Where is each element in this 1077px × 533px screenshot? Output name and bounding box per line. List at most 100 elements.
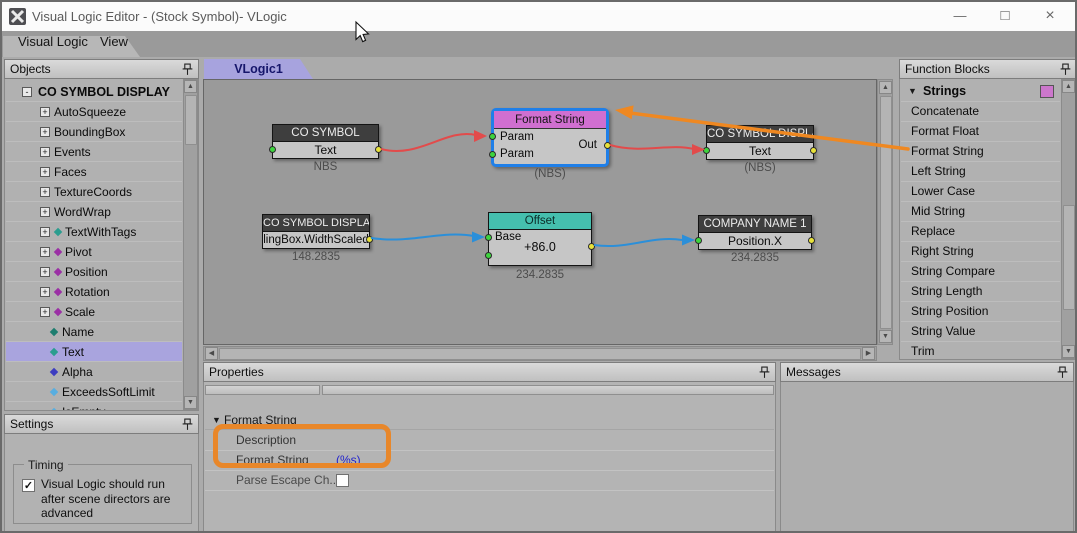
tree-item-exceedssoftlimit[interactable]: ExceedsSoftLimit [6,382,182,402]
menu-view[interactable]: View [100,34,128,49]
input-port[interactable] [489,133,496,140]
scroll-thumb[interactable] [219,348,861,360]
function-item-string-length[interactable]: String Length [901,282,1060,302]
expander-icon[interactable]: + [40,247,50,257]
menu-visual-logic[interactable]: Visual Logic [18,34,88,49]
scroll-up-icon[interactable]: ▲ [184,80,197,93]
pin-icon[interactable] [181,418,194,431]
tree-item-events[interactable]: + Events [6,142,182,162]
output-port[interactable] [810,147,817,154]
maximize-button[interactable]: □ [1000,7,1010,24]
expander-icon[interactable]: + [40,287,50,297]
expander-icon[interactable]: + [40,227,50,237]
tree-item-pivot[interactable]: + Pivot [6,242,182,262]
expander-icon[interactable]: + [40,207,50,217]
function-item-mid-string[interactable]: Mid String [901,202,1060,222]
input-port[interactable] [703,147,710,154]
tree-item-alpha[interactable]: Alpha [6,362,182,382]
collapse-arrow-icon[interactable]: ▼ [212,415,221,425]
scroll-thumb[interactable] [880,96,892,329]
node-co-symbol-display[interactable]: CO SYMBOL DISPLAY Text [703,125,817,160]
tree-item-isempty[interactable]: IsEmpty [6,402,182,410]
tree-item-textwithtags[interactable]: + TextWithTags [6,222,182,242]
tree-item-boundingbox[interactable]: + BoundingBox [6,122,182,142]
property-value-column-header[interactable] [322,385,774,395]
output-port[interactable] [375,146,382,153]
expander-icon[interactable]: + [40,127,50,137]
property-row-description[interactable]: Description [205,431,774,451]
function-item-format-float[interactable]: Format Float [901,122,1060,142]
input-port[interactable] [269,146,276,153]
tree-item-scale[interactable]: + Scale [6,302,182,322]
scroll-up-icon[interactable]: ▲ [879,81,892,94]
tree-item-wordwrap[interactable]: + WordWrap [6,202,182,222]
pin-icon[interactable] [1056,366,1069,379]
node-co-symbol-display-width[interactable]: CO SYMBOL DISPLAY lingBox.WidthScaled [262,214,373,249]
function-item-concatenate[interactable]: Concatenate [901,102,1060,122]
function-item-string-compare[interactable]: String Compare [901,262,1060,282]
expander-icon[interactable]: + [40,267,50,277]
expander-icon[interactable]: + [40,107,50,117]
tree-item-texturecoords[interactable]: + TextureCoords [6,182,182,202]
property-row-parse-escape[interactable]: Parse Escape Ch... [205,471,774,491]
title-bar[interactable]: Visual Logic Editor - (Stock Symbol)- VL… [2,2,1075,31]
property-group-format-string[interactable]: ▼ Format String [205,411,774,430]
function-blocks-scrollbar[interactable]: ▲ ▼ [1061,79,1075,359]
expander-icon[interactable]: + [40,187,50,197]
scroll-thumb[interactable] [185,95,197,145]
input-port[interactable] [485,234,492,241]
input-port[interactable] [485,252,492,259]
expander-icon[interactable]: + [40,147,50,157]
pin-icon[interactable] [1059,63,1072,76]
node-offset[interactable]: Offset Base +86.0 [485,212,595,266]
canvas-vscrollbar[interactable]: ▲ ▼ [877,79,893,345]
node-company-name-1[interactable]: COMPANY NAME 1 Position.X [695,215,815,250]
parse-escape-checkbox[interactable] [336,474,349,487]
output-port[interactable] [604,142,611,149]
function-item-left-string[interactable]: Left String [901,162,1060,182]
input-port[interactable] [489,151,496,158]
property-name-column-header[interactable] [205,385,320,395]
run-after-checkbox[interactable]: ✓ [22,479,35,492]
function-item-lower-case[interactable]: Lower Case [901,182,1060,202]
function-item-string-value[interactable]: String Value [901,322,1060,342]
function-item-right-string[interactable]: Right String [901,242,1060,262]
function-item-format-string[interactable]: Format String [901,142,1060,162]
tree-item-faces[interactable]: + Faces [6,162,182,182]
collapse-arrow-icon[interactable]: ▼ [908,86,917,96]
tab-vlogic1[interactable]: VLogic1 [204,59,313,79]
function-item-string-position[interactable]: String Position [901,302,1060,322]
expander-icon[interactable]: + [40,307,50,317]
node-co-symbol[interactable]: CO SYMBOL Text [269,124,382,159]
tree-item-text-selected[interactable]: Text [6,342,182,362]
tree-item-name[interactable]: Name [6,322,182,342]
pin-icon[interactable] [181,63,194,76]
scroll-down-icon[interactable]: ▼ [1062,345,1075,358]
node-format-string[interactable]: Format String Param Param Out [489,108,611,167]
objects-scrollbar[interactable]: ▲ ▼ [183,79,198,410]
expander-icon[interactable]: + [40,167,50,177]
minimize-button[interactable]: — [953,8,967,23]
function-item-replace[interactable]: Replace [901,222,1060,242]
output-port[interactable] [366,236,373,243]
scroll-down-icon[interactable]: ▼ [879,330,892,343]
category-strings[interactable]: ▼ Strings [901,82,1060,102]
pin-icon[interactable] [758,366,771,379]
scroll-right-icon[interactable]: ▶ [862,347,875,360]
node-graph-canvas[interactable]: CO SYMBOL Text NBS Format String Param P… [203,79,877,345]
tree-item-co-symbol-display[interactable]: - CO SYMBOL DISPLAY [6,82,182,102]
tree-item-rotation[interactable]: + Rotation [6,282,182,302]
scroll-up-icon[interactable]: ▲ [1062,80,1075,93]
scroll-down-icon[interactable]: ▼ [184,396,197,409]
close-button[interactable]: × [1045,7,1055,24]
tree-item-position[interactable]: + Position [6,262,182,282]
collapse-expander-icon[interactable]: - [22,87,32,97]
tree-item-autosqueeze[interactable]: + AutoSqueeze [6,102,182,122]
scroll-left-icon[interactable]: ◀ [205,347,218,360]
input-port[interactable] [695,237,702,244]
function-item-trim[interactable]: Trim [901,342,1060,359]
output-port[interactable] [588,243,595,250]
output-port[interactable] [808,237,815,244]
scroll-thumb[interactable] [1063,205,1075,310]
canvas-hscrollbar[interactable]: ◀ ▶ [203,346,877,361]
